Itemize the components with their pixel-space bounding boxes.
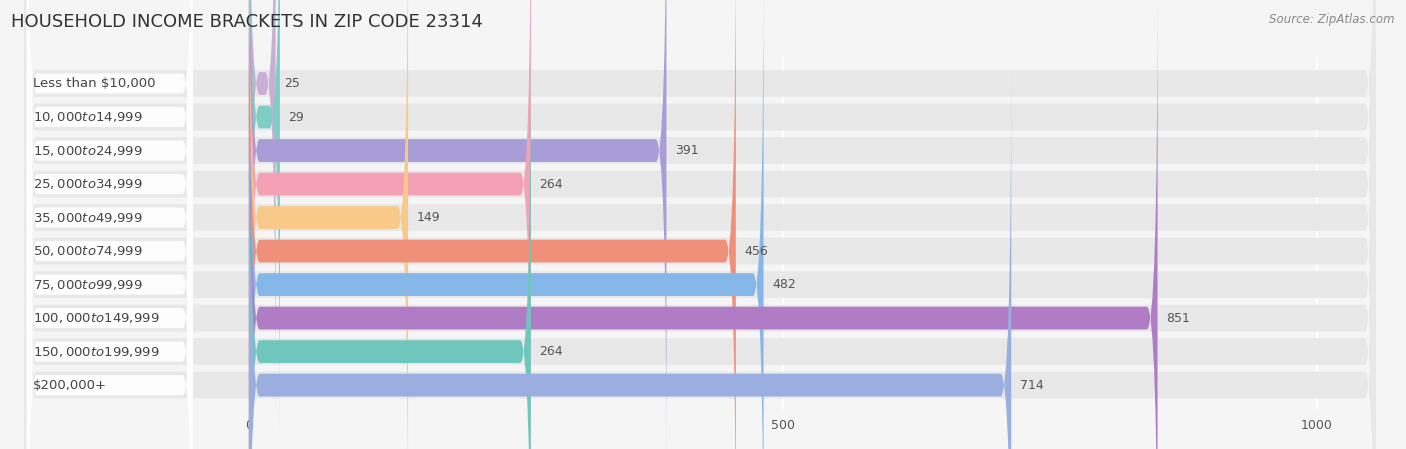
Text: 851: 851	[1166, 312, 1189, 325]
Text: 264: 264	[540, 345, 562, 358]
FancyBboxPatch shape	[27, 26, 193, 449]
Text: $50,000 to $74,999: $50,000 to $74,999	[34, 244, 143, 258]
FancyBboxPatch shape	[25, 0, 1375, 449]
FancyBboxPatch shape	[27, 60, 193, 449]
Text: $150,000 to $199,999: $150,000 to $199,999	[34, 345, 160, 359]
FancyBboxPatch shape	[249, 0, 735, 449]
FancyBboxPatch shape	[249, 0, 666, 449]
Text: $10,000 to $14,999: $10,000 to $14,999	[34, 110, 143, 124]
Text: $35,000 to $49,999: $35,000 to $49,999	[34, 211, 143, 224]
FancyBboxPatch shape	[25, 30, 1375, 449]
Text: $200,000+: $200,000+	[34, 379, 107, 392]
FancyBboxPatch shape	[25, 0, 1375, 449]
Text: 714: 714	[1019, 379, 1043, 392]
Text: 482: 482	[772, 278, 796, 291]
FancyBboxPatch shape	[25, 0, 1375, 449]
Text: HOUSEHOLD INCOME BRACKETS IN ZIP CODE 23314: HOUSEHOLD INCOME BRACKETS IN ZIP CODE 23…	[11, 13, 484, 31]
FancyBboxPatch shape	[249, 0, 1157, 449]
FancyBboxPatch shape	[25, 63, 1375, 449]
Text: 25: 25	[284, 77, 299, 90]
FancyBboxPatch shape	[249, 28, 531, 449]
FancyBboxPatch shape	[249, 0, 276, 407]
FancyBboxPatch shape	[249, 0, 531, 449]
FancyBboxPatch shape	[27, 0, 193, 449]
Text: 456: 456	[744, 245, 768, 258]
FancyBboxPatch shape	[27, 93, 193, 449]
Text: $75,000 to $99,999: $75,000 to $99,999	[34, 277, 143, 291]
FancyBboxPatch shape	[27, 0, 193, 375]
Text: Source: ZipAtlas.com: Source: ZipAtlas.com	[1270, 13, 1395, 26]
Text: 149: 149	[416, 211, 440, 224]
Text: 264: 264	[540, 177, 562, 190]
FancyBboxPatch shape	[25, 0, 1375, 449]
Text: $25,000 to $34,999: $25,000 to $34,999	[34, 177, 143, 191]
Text: 29: 29	[288, 110, 304, 123]
FancyBboxPatch shape	[25, 0, 1375, 449]
FancyBboxPatch shape	[27, 0, 193, 442]
FancyBboxPatch shape	[27, 0, 193, 449]
Text: $15,000 to $24,999: $15,000 to $24,999	[34, 144, 143, 158]
Text: Less than $10,000: Less than $10,000	[34, 77, 156, 90]
FancyBboxPatch shape	[27, 0, 193, 449]
FancyBboxPatch shape	[249, 62, 1011, 449]
FancyBboxPatch shape	[249, 0, 280, 441]
FancyBboxPatch shape	[27, 0, 193, 449]
FancyBboxPatch shape	[249, 0, 408, 449]
Text: $100,000 to $149,999: $100,000 to $149,999	[34, 311, 160, 325]
FancyBboxPatch shape	[25, 0, 1375, 439]
FancyBboxPatch shape	[25, 0, 1375, 449]
FancyBboxPatch shape	[25, 0, 1375, 405]
FancyBboxPatch shape	[249, 0, 763, 449]
Text: 391: 391	[675, 144, 699, 157]
FancyBboxPatch shape	[27, 0, 193, 409]
